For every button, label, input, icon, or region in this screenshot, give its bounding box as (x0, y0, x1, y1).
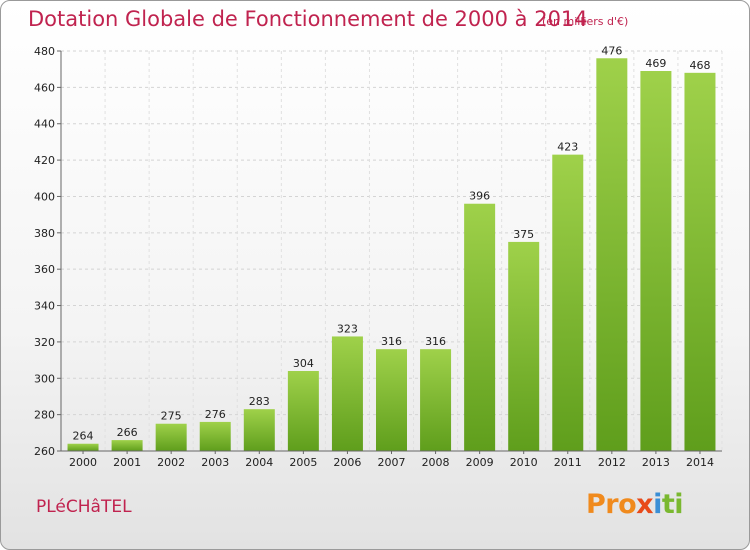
y-tick-label: 440 (34, 118, 55, 131)
data-label: 264 (73, 430, 94, 443)
x-tick-label: 2014 (686, 456, 714, 469)
data-label: 423 (557, 141, 578, 154)
bar (552, 154, 584, 452)
y-tick-label: 300 (34, 372, 55, 385)
data-label: 323 (337, 322, 358, 335)
logo-part: ti (661, 489, 684, 520)
bar (67, 443, 99, 451)
x-tick-label: 2011 (554, 456, 582, 469)
x-tick-label: 2013 (642, 456, 670, 469)
data-label: 304 (293, 357, 314, 370)
bar (331, 336, 363, 451)
data-label: 468 (689, 59, 710, 72)
bar (596, 58, 628, 451)
logo-part: Pro (586, 489, 637, 520)
y-tick-label: 380 (34, 227, 55, 240)
data-label: 316 (425, 335, 446, 348)
bar (376, 349, 407, 451)
data-label: 396 (469, 190, 490, 203)
bar (199, 421, 231, 451)
data-label: 266 (117, 426, 138, 439)
x-tick-label: 2012 (598, 456, 626, 469)
commune-name: PLéCHâTEL (36, 497, 132, 517)
x-tick-label: 2008 (422, 456, 450, 469)
y-tick-label: 320 (34, 336, 55, 349)
bar (420, 349, 452, 451)
x-tick-label: 2004 (245, 456, 273, 469)
logo-part: x (636, 489, 654, 520)
x-tick-label: 2005 (289, 456, 317, 469)
x-tick-label: 2001 (113, 456, 141, 469)
x-tick-label: 2002 (157, 456, 185, 469)
y-tick-label: 460 (34, 81, 55, 94)
x-tick-label: 2000 (69, 456, 97, 469)
y-tick-label: 260 (34, 445, 55, 458)
x-tick-label: 2003 (201, 456, 229, 469)
bar (111, 440, 143, 451)
x-tick-label: 2006 (333, 456, 361, 469)
bar (508, 241, 540, 451)
data-label: 476 (601, 44, 622, 57)
x-tick-label: 2010 (510, 456, 538, 469)
x-tick-label: 2007 (378, 456, 406, 469)
y-tick-label: 340 (34, 300, 55, 313)
y-tick-label: 360 (34, 263, 55, 276)
y-tick-label: 280 (34, 409, 55, 422)
y-tick-label: 400 (34, 190, 55, 203)
y-tick-label: 420 (34, 154, 55, 167)
x-tick-label: 2009 (466, 456, 494, 469)
logo-part: i (653, 489, 662, 520)
data-label: 283 (249, 395, 270, 408)
y-tick-label: 480 (34, 45, 55, 58)
data-label: 276 (205, 408, 226, 421)
chart-title: Dotation Globale de Fonctionnement de 20… (28, 7, 588, 31)
data-label: 375 (513, 228, 534, 241)
bar (155, 423, 187, 451)
bar (640, 71, 672, 451)
data-label: 469 (645, 57, 666, 70)
proxiti-logo: Proxiti (586, 489, 684, 520)
bar (287, 371, 319, 451)
data-label: 275 (161, 410, 182, 423)
bar (684, 72, 716, 452)
bar (243, 409, 275, 451)
chart-subtitle: (en milliers d'€) (542, 15, 629, 28)
data-label: 316 (381, 335, 402, 348)
bar (464, 203, 496, 451)
